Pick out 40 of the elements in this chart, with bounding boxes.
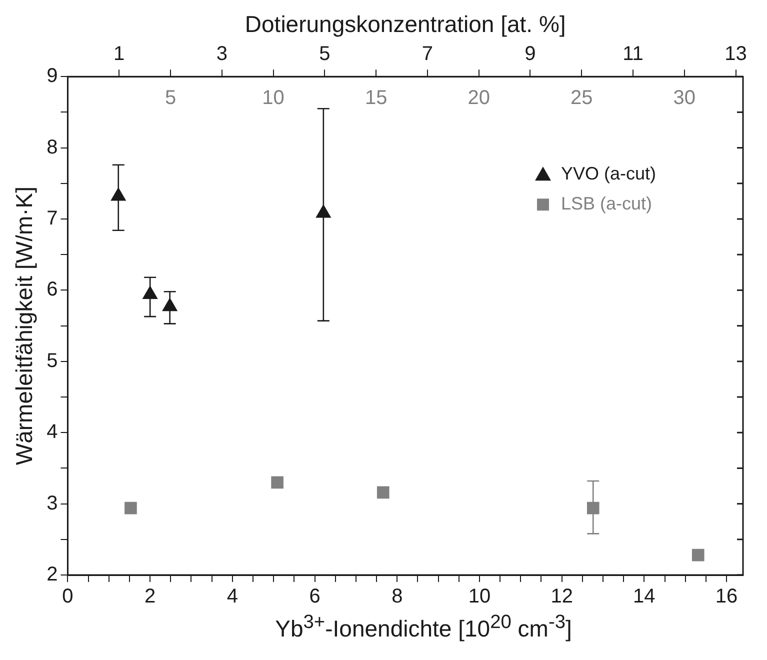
x-tick-label: 12 bbox=[550, 586, 573, 608]
x2-tick-label: 13 bbox=[724, 43, 747, 66]
annotation: 15 bbox=[364, 87, 388, 110]
x-axis-title: Yb$^{3+}$-Ionendichte [10$^{20}$ cm$^{-3}$] bbox=[274, 612, 573, 643]
annotation: 25 bbox=[570, 87, 593, 110]
y-tick-label: 3 bbox=[46, 492, 58, 514]
y-tick-label: 8 bbox=[46, 136, 58, 158]
point bbox=[376, 486, 390, 499]
x-tick-label: 16 bbox=[715, 586, 738, 608]
point bbox=[124, 502, 137, 514]
point bbox=[692, 548, 704, 562]
x2-tick-label: 9 bbox=[524, 43, 536, 66]
x2-axis-title: Dotierungskonzentration [at. %] bbox=[244, 11, 566, 38]
x-tick-label: 8 bbox=[392, 586, 403, 608]
x-tick-label: 10 bbox=[468, 586, 491, 608]
x2-tick-label: 5 bbox=[319, 43, 330, 66]
y-axis-title: Wärmeleitfähigkeit [W/m·K] bbox=[11, 186, 38, 466]
point bbox=[271, 476, 284, 489]
annotation: 5 bbox=[164, 87, 176, 110]
legend-label: LSB (a-cut) bbox=[561, 194, 652, 214]
point bbox=[316, 204, 331, 218]
legend-label: YVO (a-cut) bbox=[561, 164, 656, 184]
x-tick-label: 14 bbox=[633, 586, 656, 608]
y-tick-label: 5 bbox=[46, 350, 58, 372]
x2-tick-label: 11 bbox=[622, 43, 644, 66]
annotation: 10 bbox=[262, 87, 284, 110]
x-tick-label: 2 bbox=[144, 586, 156, 608]
y-tick-label: 9 bbox=[46, 65, 58, 88]
annotation: 30 bbox=[673, 87, 696, 110]
x-tick-label: 6 bbox=[309, 586, 320, 608]
x-tick-label: 0 bbox=[62, 586, 74, 608]
x2-tick-label: 3 bbox=[216, 43, 228, 66]
y-tick-label: 4 bbox=[46, 421, 58, 444]
y-tick-label: 6 bbox=[46, 278, 58, 301]
x2-tick-label: 1 bbox=[114, 43, 125, 66]
y-tick-label: 2 bbox=[46, 564, 58, 586]
x2-tick-label: 7 bbox=[422, 43, 434, 66]
y-tick-label: 7 bbox=[46, 208, 58, 230]
x-tick-label: 4 bbox=[226, 586, 238, 608]
annotation: 20 bbox=[468, 87, 490, 110]
